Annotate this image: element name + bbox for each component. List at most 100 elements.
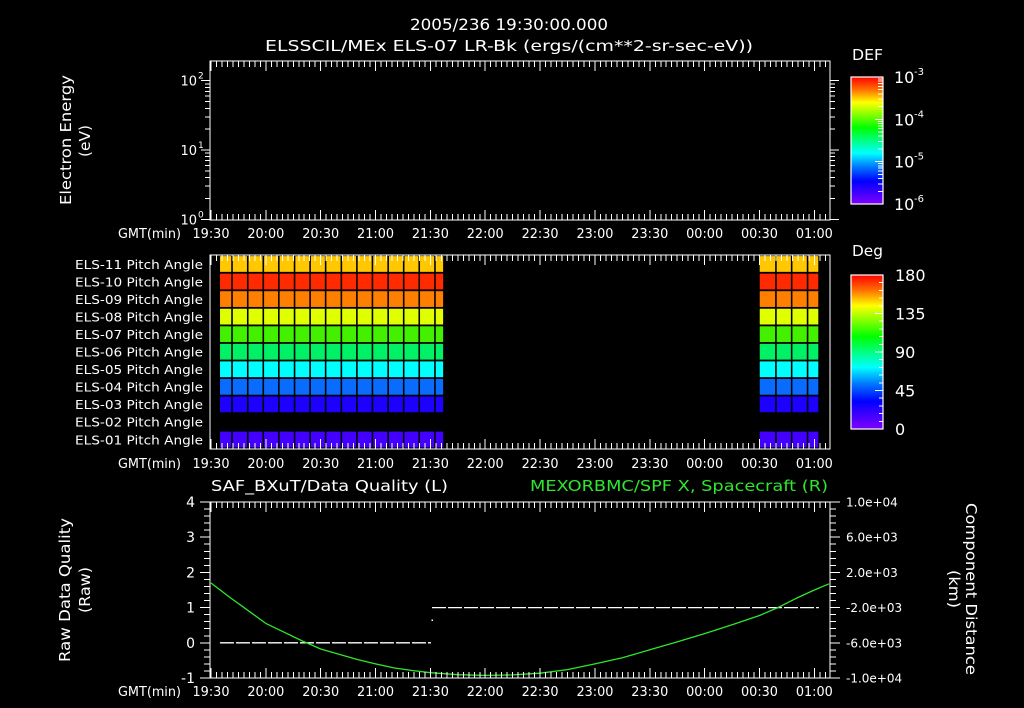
pitch-angle-cell [808, 343, 819, 360]
quality-left-tick-label: 3 [186, 530, 195, 546]
pitch-angle-cell [357, 256, 372, 272]
pitch-angle-cell [808, 396, 819, 413]
time-tick-label: 21:00 [357, 227, 394, 242]
pitch-angle-cell [326, 396, 341, 413]
quality-left-yunit: (Raw) [76, 567, 94, 613]
def-colorbar-label: 10 [894, 68, 914, 87]
pitch-angle-cell [373, 378, 388, 395]
pitch-angle-cell [248, 308, 263, 325]
pitch-angle-cell [279, 361, 294, 378]
pitch-angle-cell [776, 431, 791, 448]
pitch-angle-cell [264, 431, 279, 448]
pitch-angle-cell [232, 361, 247, 378]
pitch-angle-cell [310, 256, 325, 272]
pitch-angle-cell [388, 256, 403, 272]
pitch-angle-cell [759, 273, 776, 290]
pitch-angle-cell [357, 308, 372, 325]
pitch-angle-cell [373, 431, 388, 448]
pitch-angle-cell [295, 273, 310, 290]
pitch-angle-cell [776, 378, 791, 395]
pitch-angle-cell [357, 396, 372, 413]
time-axis-label: GMT(min) [118, 227, 181, 242]
pitch-angle-cell [776, 326, 791, 343]
quality-left-title: SAF_BXuT/Data Quality (L) [211, 477, 448, 496]
pitch-row-label: ELS-05 Pitch Angle [75, 363, 203, 377]
pitch-angle-cell [435, 361, 444, 378]
pitch-angle-cell [310, 396, 325, 413]
pitch-angle-cell [759, 291, 776, 307]
pitch-angle-cell [373, 326, 388, 343]
time-tick-label: 21:30 [412, 227, 449, 242]
pitch-angle-cell [420, 326, 435, 343]
pitch-angle-cell [792, 361, 807, 378]
pitch-angle-cell [310, 291, 325, 307]
pitch-angle-cell [388, 396, 403, 413]
time-tick-label: 01:00 [796, 227, 833, 242]
pitch-angle-cell [279, 273, 294, 290]
time-tick-label: 19:30 [193, 457, 230, 472]
quality-left-tick-label: 0 [186, 636, 195, 652]
pitch-angle-cell [435, 326, 444, 343]
pitch-angle-cell [326, 431, 341, 448]
spacecraft-x-curve [210, 582, 830, 677]
pitch-angle-cell [808, 378, 819, 395]
pitch-angle-cell [792, 256, 807, 272]
pitch-angle-cell [310, 326, 325, 343]
time-tick-label: 23:00 [576, 227, 613, 242]
pitch-angle-cell [248, 343, 263, 360]
pitch-angle-cell [264, 308, 279, 325]
quality-panel: SAF_BXuT/Data Quality (L) MEXORBMC/SPF X… [56, 477, 980, 700]
pitch-angle-cell [342, 396, 357, 413]
time-axis-label: GMT(min) [118, 457, 181, 472]
pitch-angle-cell [232, 256, 247, 272]
def-colorbar-label: 10 [894, 110, 914, 129]
energy-y-tick-label: 10 [180, 213, 197, 228]
pitch-angle-cell [342, 361, 357, 378]
pitch-angle-cell [248, 431, 263, 448]
time-tick-label: 19:30 [193, 227, 230, 242]
time-tick-label: 22:30 [522, 457, 559, 472]
pitch-row-label: ELS-11 Pitch Angle [75, 258, 203, 272]
time-tick-label: 00:00 [686, 227, 723, 242]
pitch-angle-cell [373, 396, 388, 413]
pitch-angle-cell [373, 343, 388, 360]
pitch-angle-cell [232, 291, 247, 307]
time-tick-label: 01:00 [796, 457, 833, 472]
time-tick-label: 20:00 [247, 227, 284, 242]
pitch-angle-cell [295, 378, 310, 395]
pitch-row-label: ELS-02 Pitch Angle [75, 416, 203, 430]
pitch-angle-cell [248, 273, 263, 290]
deg-colorbar-title: Deg [852, 242, 883, 260]
deg-colorbar-label: 135 [895, 305, 926, 324]
time-tick-label: 22:00 [467, 685, 504, 700]
pitch-angle-cell [326, 343, 341, 360]
pitch-angle-cell [420, 308, 435, 325]
pitch-angle-cell [232, 396, 247, 413]
pitch-angle-cell [264, 273, 279, 290]
pitch-angle-cell [404, 396, 419, 413]
pitch-angle-cell [326, 326, 341, 343]
pitch-angle-cell [232, 308, 247, 325]
pitch-angle-cell [310, 431, 325, 448]
quality-left-tick-label: 2 [186, 565, 195, 581]
pitch-angle-cell [279, 326, 294, 343]
pitch-angle-cell [220, 273, 232, 290]
pitch-angle-cell [279, 396, 294, 413]
pitch-angle-cell [776, 308, 791, 325]
header: 2005/236 19:30:00.000 ELSSCIL/MEx ELS-07… [265, 15, 753, 55]
pitch-angle-cell [357, 326, 372, 343]
pitch-angle-cell [310, 361, 325, 378]
pitch-angle-cell [404, 273, 419, 290]
time-tick-label: 22:00 [467, 227, 504, 242]
pitch-angle-cell [388, 291, 403, 307]
pitch-angle-cell [776, 256, 791, 272]
pitch-angle-cell [808, 431, 819, 448]
pitch-angle-cell [404, 361, 419, 378]
pitch-angle-cell [295, 256, 310, 272]
quality-right-tick-label: 6.0e+03 [846, 531, 898, 545]
pitch-angle-cell [404, 256, 419, 272]
pitch-angle-cell [248, 256, 263, 272]
pitch-angle-cell [435, 291, 444, 307]
pitch-angle-cell [808, 361, 819, 378]
def-colorbar-label: 10 [894, 195, 914, 214]
